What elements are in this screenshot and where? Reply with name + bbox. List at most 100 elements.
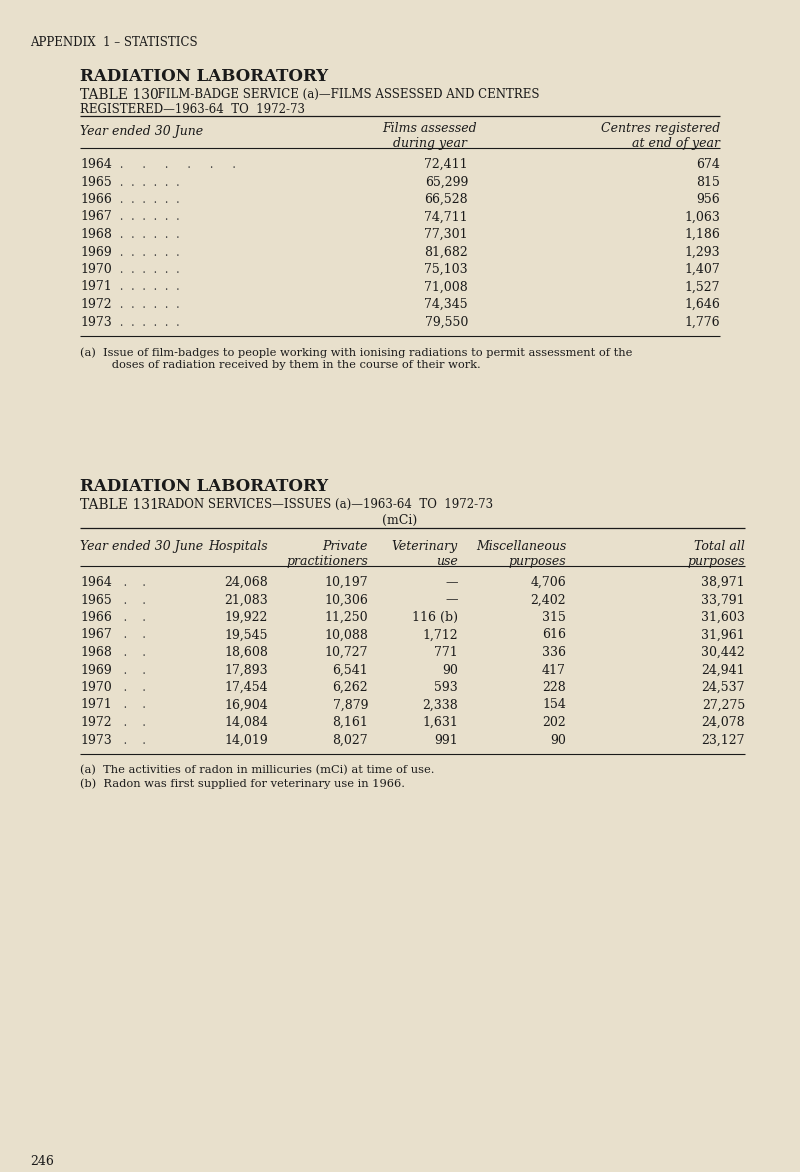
- Text: 1967: 1967: [80, 211, 112, 224]
- Text: (b)  Radon was first supplied for veterinary use in 1966.: (b) Radon was first supplied for veterin…: [80, 778, 405, 789]
- Text: 1,712: 1,712: [422, 628, 458, 641]
- Text: 1971: 1971: [80, 280, 112, 293]
- Text: 19,545: 19,545: [225, 628, 268, 641]
- Text: .  .  .  .  .  .: . . . . . .: [116, 263, 180, 275]
- Text: RADIATION LABORATORY: RADIATION LABORATORY: [80, 68, 328, 86]
- Text: 1973: 1973: [80, 315, 112, 328]
- Text: 1967: 1967: [80, 628, 112, 641]
- Text: (mCi): (mCi): [382, 515, 418, 527]
- Text: 10,197: 10,197: [324, 575, 368, 590]
- Text: .  .  .  .  .  .: . . . . . .: [116, 315, 180, 328]
- Text: Hospitals: Hospitals: [208, 540, 268, 553]
- Text: 674: 674: [696, 158, 720, 171]
- Text: .  .  .  .  .  .: . . . . . .: [116, 211, 180, 224]
- Text: 1972: 1972: [80, 716, 112, 729]
- Text: 18,608: 18,608: [224, 646, 268, 659]
- Text: 1,293: 1,293: [684, 245, 720, 259]
- Text: 1969: 1969: [80, 245, 112, 259]
- Text: 10,088: 10,088: [324, 628, 368, 641]
- Text: 417: 417: [542, 663, 566, 676]
- Text: Total all
purposes: Total all purposes: [687, 540, 745, 568]
- Text: REGISTERED—1963-64  TO  1972-73: REGISTERED—1963-64 TO 1972-73: [80, 103, 305, 116]
- Text: .    .: . .: [116, 593, 146, 606]
- Text: .    .: . .: [116, 681, 146, 694]
- Text: 23,127: 23,127: [702, 734, 745, 747]
- Text: 75,103: 75,103: [424, 263, 468, 275]
- Text: 74,711: 74,711: [424, 211, 468, 224]
- Text: 27,275: 27,275: [702, 699, 745, 711]
- Text: Centres registered
at end of year: Centres registered at end of year: [601, 122, 720, 150]
- Text: 31,961: 31,961: [702, 628, 745, 641]
- Text: 24,941: 24,941: [702, 663, 745, 676]
- Text: 1970: 1970: [80, 263, 112, 275]
- Text: 17,454: 17,454: [224, 681, 268, 694]
- Text: 1965: 1965: [80, 176, 112, 189]
- Text: (a)  Issue of film-badges to people working with ionising radiations to permit a: (a) Issue of film-badges to people worki…: [80, 347, 632, 357]
- Text: .    .: . .: [116, 628, 146, 641]
- Text: 8,027: 8,027: [332, 734, 368, 747]
- Text: 65,299: 65,299: [425, 176, 468, 189]
- Text: 1965: 1965: [80, 593, 112, 606]
- Text: 616: 616: [542, 628, 566, 641]
- Text: 10,306: 10,306: [324, 593, 368, 606]
- Text: 90: 90: [442, 663, 458, 676]
- Text: 815: 815: [696, 176, 720, 189]
- Text: Films assessed
during year: Films assessed during year: [382, 122, 478, 150]
- Text: 593: 593: [434, 681, 458, 694]
- Text: TABLE 130: TABLE 130: [80, 88, 158, 102]
- Text: (a)  The activities of radon in millicuries (mCi) at time of use.: (a) The activities of radon in millicuri…: [80, 765, 434, 776]
- Text: 30,442: 30,442: [702, 646, 745, 659]
- Text: 16,904: 16,904: [224, 699, 268, 711]
- Text: 315: 315: [542, 611, 566, 624]
- Text: 10,727: 10,727: [325, 646, 368, 659]
- Text: 1,631: 1,631: [422, 716, 458, 729]
- Text: 1,063: 1,063: [684, 211, 720, 224]
- Text: Veterinary
use: Veterinary use: [392, 540, 458, 568]
- Text: 19,922: 19,922: [225, 611, 268, 624]
- Text: 90: 90: [550, 734, 566, 747]
- Text: 38,971: 38,971: [702, 575, 745, 590]
- Text: .  .  .  .  .  .: . . . . . .: [116, 280, 180, 293]
- Text: TABLE 131: TABLE 131: [80, 498, 159, 512]
- Text: 1,527: 1,527: [685, 280, 720, 293]
- Text: —: —: [446, 593, 458, 606]
- Text: 1969: 1969: [80, 663, 112, 676]
- Text: 24,078: 24,078: [702, 716, 745, 729]
- Text: 1971: 1971: [80, 699, 112, 711]
- Text: 1,646: 1,646: [684, 298, 720, 311]
- Text: 116 (b): 116 (b): [412, 611, 458, 624]
- Text: 1,186: 1,186: [684, 229, 720, 241]
- Text: .    .: . .: [116, 611, 146, 624]
- Text: 1964: 1964: [80, 575, 112, 590]
- Text: Year ended 30 June: Year ended 30 June: [80, 540, 203, 553]
- Text: 771: 771: [434, 646, 458, 659]
- Text: 11,250: 11,250: [324, 611, 368, 624]
- Text: 74,345: 74,345: [424, 298, 468, 311]
- Text: 24,537: 24,537: [702, 681, 745, 694]
- Text: .     .     .     .     .     .: . . . . . .: [116, 158, 236, 171]
- Text: 79,550: 79,550: [425, 315, 468, 328]
- Text: .    .: . .: [116, 699, 146, 711]
- Text: FILM-BADGE SERVICE (a)—FILMS ASSESSED AND CENTRES: FILM-BADGE SERVICE (a)—FILMS ASSESSED AN…: [150, 88, 539, 101]
- Text: 71,008: 71,008: [424, 280, 468, 293]
- Text: 6,541: 6,541: [332, 663, 368, 676]
- Text: .    .: . .: [116, 646, 146, 659]
- Text: .  .  .  .  .  .: . . . . . .: [116, 176, 180, 189]
- Text: 17,893: 17,893: [224, 663, 268, 676]
- Text: 66,528: 66,528: [424, 193, 468, 206]
- Text: 1966: 1966: [80, 611, 112, 624]
- Text: RADIATION LABORATORY: RADIATION LABORATORY: [80, 478, 328, 495]
- Text: 154: 154: [542, 699, 566, 711]
- Text: 2,338: 2,338: [422, 699, 458, 711]
- Text: —: —: [446, 575, 458, 590]
- Text: 1966: 1966: [80, 193, 112, 206]
- Text: 1968: 1968: [80, 646, 112, 659]
- Text: 202: 202: [542, 716, 566, 729]
- Text: 991: 991: [434, 734, 458, 747]
- Text: 72,411: 72,411: [424, 158, 468, 171]
- Text: Year ended 30 June: Year ended 30 June: [80, 125, 203, 138]
- Text: 8,161: 8,161: [332, 716, 368, 729]
- Text: 14,019: 14,019: [224, 734, 268, 747]
- Text: 4,706: 4,706: [530, 575, 566, 590]
- Text: .  .  .  .  .  .: . . . . . .: [116, 298, 180, 311]
